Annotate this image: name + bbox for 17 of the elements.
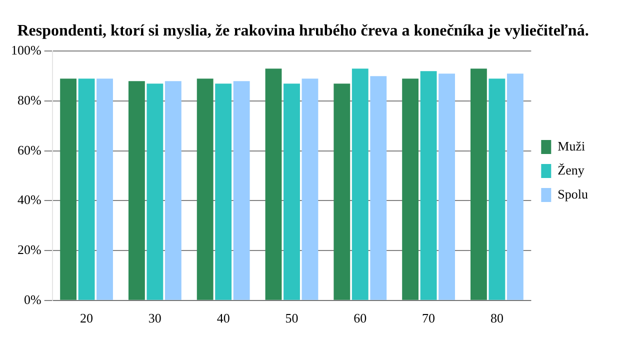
y-tick-label: 20% [17, 242, 42, 257]
chart-title: Respondenti, ktorí si myslia, že rakovina hrubého čreva a konečníka je vyliečiteľná. [17, 22, 589, 40]
y-tick-label: 0% [24, 292, 42, 307]
x-tick-label: 60 [354, 310, 367, 326]
x-tick-label: 70 [422, 310, 436, 326]
y-tick-label: 40% [17, 192, 42, 208]
legend-label: Ženy [558, 162, 585, 178]
x-tick-label: 40 [216, 310, 230, 326]
x-tick-label: 80 [490, 310, 504, 326]
y-tick-label: 80% [17, 92, 42, 108]
y-tick-label: 100% [10, 42, 42, 58]
x-tick-label: 20 [80, 310, 94, 326]
legend-label: Spolu [558, 186, 588, 202]
legend-label: Muži [558, 138, 586, 154]
x-tick-label: 30 [148, 310, 162, 326]
x-tick-label: 50 [285, 310, 298, 326]
y-tick-label: 60% [17, 142, 42, 158]
